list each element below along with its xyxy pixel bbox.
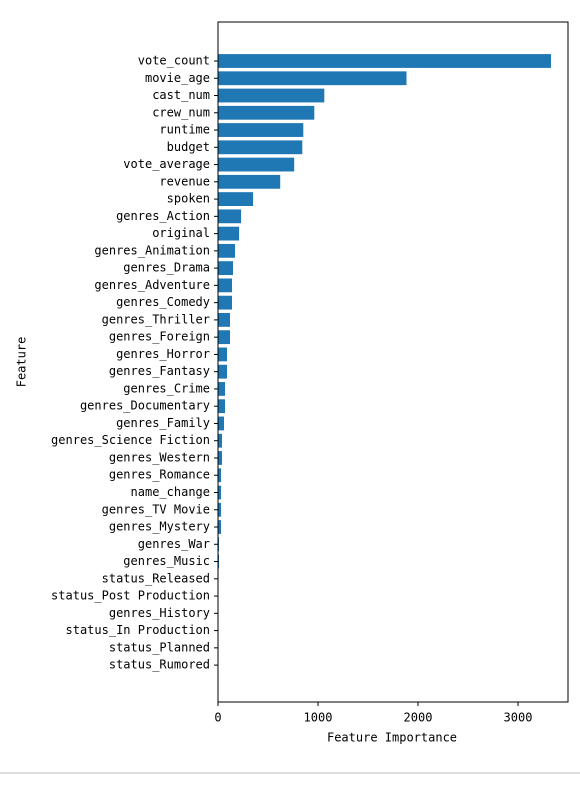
bar [218, 468, 221, 483]
y-tick-label: genres_Action [116, 209, 210, 223]
y-tick-label: genres_Romance [109, 468, 210, 482]
x-tick-label: 0 [214, 711, 221, 725]
y-tick-label: crew_num [152, 105, 210, 119]
x-tick-label: 3000 [504, 711, 533, 725]
bar [218, 520, 221, 534]
y-tick-label: status_Rumored [109, 658, 210, 672]
y-tick-label: genres_History [109, 606, 210, 620]
x-tick-label: 1000 [304, 711, 333, 725]
bar [218, 416, 224, 431]
bar [218, 140, 303, 155]
bar [218, 192, 254, 206]
bar [218, 278, 232, 293]
y-tick-label: movie_age [145, 71, 210, 85]
x-axis-label: Feature Importance [327, 731, 457, 745]
y-tick-label: genres_TV Movie [102, 502, 210, 516]
y-tick-label: budget [167, 140, 210, 154]
y-tick-label: genres_Adventure [94, 278, 210, 292]
bar [218, 243, 235, 258]
bar [218, 399, 225, 414]
bar [218, 451, 222, 465]
y-tick-label: genres_Mystery [109, 520, 210, 534]
x-tick-label: 2000 [404, 711, 433, 725]
y-tick-label: genres_Music [123, 554, 210, 568]
y-tick-label: revenue [159, 174, 210, 188]
bar [218, 382, 225, 396]
bar [218, 347, 227, 362]
bar [218, 157, 295, 172]
bar [218, 364, 227, 379]
bar [218, 123, 304, 137]
y-tick-label: genres_Horror [116, 347, 210, 361]
y-tick-label: genres_Comedy [116, 295, 210, 309]
y-tick-label: genres_Documentary [80, 399, 210, 413]
y-tick-label: genres_Family [116, 416, 210, 430]
y-tick-label: status_Released [102, 571, 210, 585]
y-tick-label: genres_Foreign [109, 330, 210, 344]
y-tick-label: genres_Drama [123, 261, 210, 275]
bar [218, 485, 221, 500]
y-tick-label: genres_Fantasy [109, 364, 210, 378]
bar [218, 330, 230, 345]
bar [218, 312, 230, 327]
bar [218, 54, 551, 68]
y-tick-label: genres_Thriller [102, 312, 210, 326]
y-tick-label: vote_count [138, 54, 210, 68]
bar [218, 261, 233, 276]
bar [218, 105, 315, 120]
bar [218, 433, 222, 448]
y-tick-label: name_change [131, 485, 210, 499]
y-tick-label: genres_War [138, 537, 210, 551]
y-tick-label: genres_Crime [123, 381, 210, 395]
y-tick-label: status_Post Production [51, 589, 210, 603]
y-tick-label: original [152, 226, 210, 240]
bar [218, 502, 221, 517]
y-tick-label: genres_Western [109, 450, 210, 464]
y-tick-label: cast_num [152, 88, 210, 102]
bar [218, 174, 281, 189]
y-tick-label: genres_Animation [94, 243, 210, 257]
y-tick-label: spoken [167, 192, 210, 206]
y-tick-label: genres_Science Fiction [51, 433, 210, 447]
bar [218, 226, 240, 241]
bar [218, 295, 232, 310]
plot-frame [217, 21, 569, 703]
bar [218, 209, 242, 224]
y-axis-label: Feature [15, 337, 29, 388]
y-tick-label: status_Planned [109, 640, 210, 654]
y-tick-label: status_In Production [66, 623, 211, 637]
y-tick-label: runtime [159, 123, 210, 137]
y-tick-label: vote_average [123, 157, 210, 171]
bar [218, 71, 407, 86]
bar [218, 88, 325, 103]
